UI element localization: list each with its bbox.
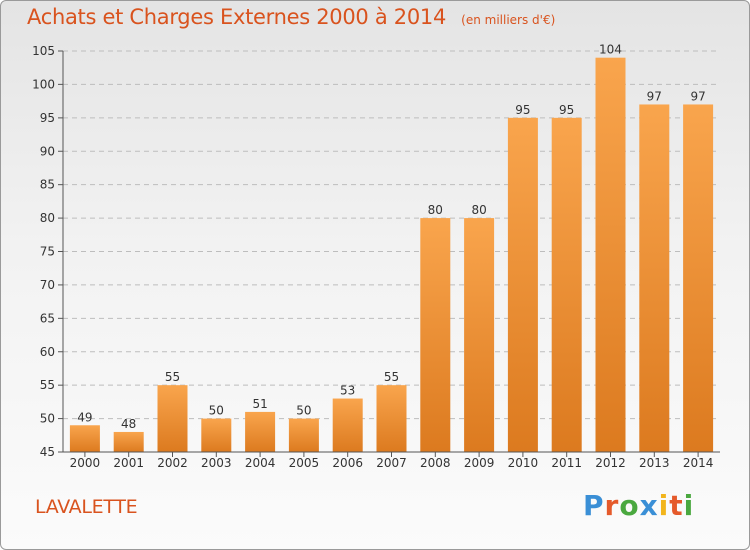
bar [332, 398, 363, 452]
x-tick-label: 2001 [113, 456, 144, 470]
data-label: 97 [690, 89, 705, 103]
x-tick-label: 2004 [245, 456, 276, 470]
data-label: 55 [384, 370, 399, 384]
x-tick-label: 2009 [464, 456, 495, 470]
data-label: 104 [599, 43, 622, 57]
x-tick-label: 2014 [683, 456, 714, 470]
y-tick-label: 85 [40, 178, 55, 192]
data-label: 53 [340, 384, 355, 398]
x-tick-label: 2013 [639, 456, 670, 470]
chart-subtitle: (en milliers d'€) [461, 13, 556, 27]
logo-letter: x [639, 489, 659, 522]
logo-letter: i [683, 489, 695, 522]
data-label: 48 [121, 417, 136, 431]
bar [288, 418, 319, 452]
bar [420, 218, 451, 452]
data-label: 80 [428, 203, 443, 217]
x-tick-label: 2010 [508, 456, 539, 470]
logo-letter: t [669, 489, 684, 522]
bar [376, 385, 407, 452]
x-tick-label: 2007 [376, 456, 407, 470]
bar [157, 385, 188, 452]
bar [113, 431, 144, 452]
chart-title: Achats et Charges Externes 2000 à 2014 [27, 5, 447, 29]
data-label: 95 [559, 103, 574, 117]
logo-letter: r [604, 489, 620, 522]
bar [69, 425, 100, 452]
x-tick-label: 2000 [70, 456, 101, 470]
data-label: 97 [647, 89, 662, 103]
logo-letter: i [658, 489, 670, 522]
data-label: 50 [296, 404, 311, 418]
bar [551, 117, 582, 452]
y-tick-label: 70 [40, 278, 55, 292]
data-label: 50 [209, 404, 224, 418]
x-tick-label: 2006 [332, 456, 363, 470]
y-tick-label: 65 [40, 311, 55, 325]
x-tick-label: 2002 [157, 456, 188, 470]
y-tick-label: 95 [40, 111, 55, 125]
proxiti-logo: Proxiti [583, 489, 694, 522]
x-tick-label: 2003 [201, 456, 232, 470]
bar [507, 117, 538, 452]
bar [639, 104, 670, 452]
y-tick-label: 75 [40, 245, 55, 259]
x-tick-label: 2005 [289, 456, 320, 470]
data-label: 55 [165, 370, 180, 384]
bar [595, 57, 626, 452]
y-tick-label: 100 [32, 77, 55, 91]
data-label: 51 [252, 397, 267, 411]
data-label: 95 [515, 103, 530, 117]
bar [245, 411, 276, 452]
bar [201, 418, 232, 452]
y-tick-label: 55 [40, 378, 55, 392]
commune-name: LAVALETTE [35, 496, 138, 518]
x-tick-label: 2008 [420, 456, 451, 470]
title-row: Achats et Charges Externes 2000 à 2014 (… [27, 5, 555, 29]
logo-letter: P [583, 489, 605, 522]
data-label: 49 [77, 410, 92, 424]
x-tick-label: 2012 [595, 456, 626, 470]
y-tick-label: 90 [40, 144, 55, 158]
bar [464, 218, 495, 452]
y-tick-label: 50 [40, 412, 55, 426]
y-tick-label: 80 [40, 211, 55, 225]
y-tick-label: 60 [40, 345, 55, 359]
x-tick-label: 2011 [551, 456, 582, 470]
logo-letter: o [619, 489, 640, 522]
data-label: 80 [471, 203, 486, 217]
y-tick-label: 45 [40, 445, 55, 459]
bar [683, 104, 714, 452]
y-tick-label: 105 [32, 44, 55, 58]
